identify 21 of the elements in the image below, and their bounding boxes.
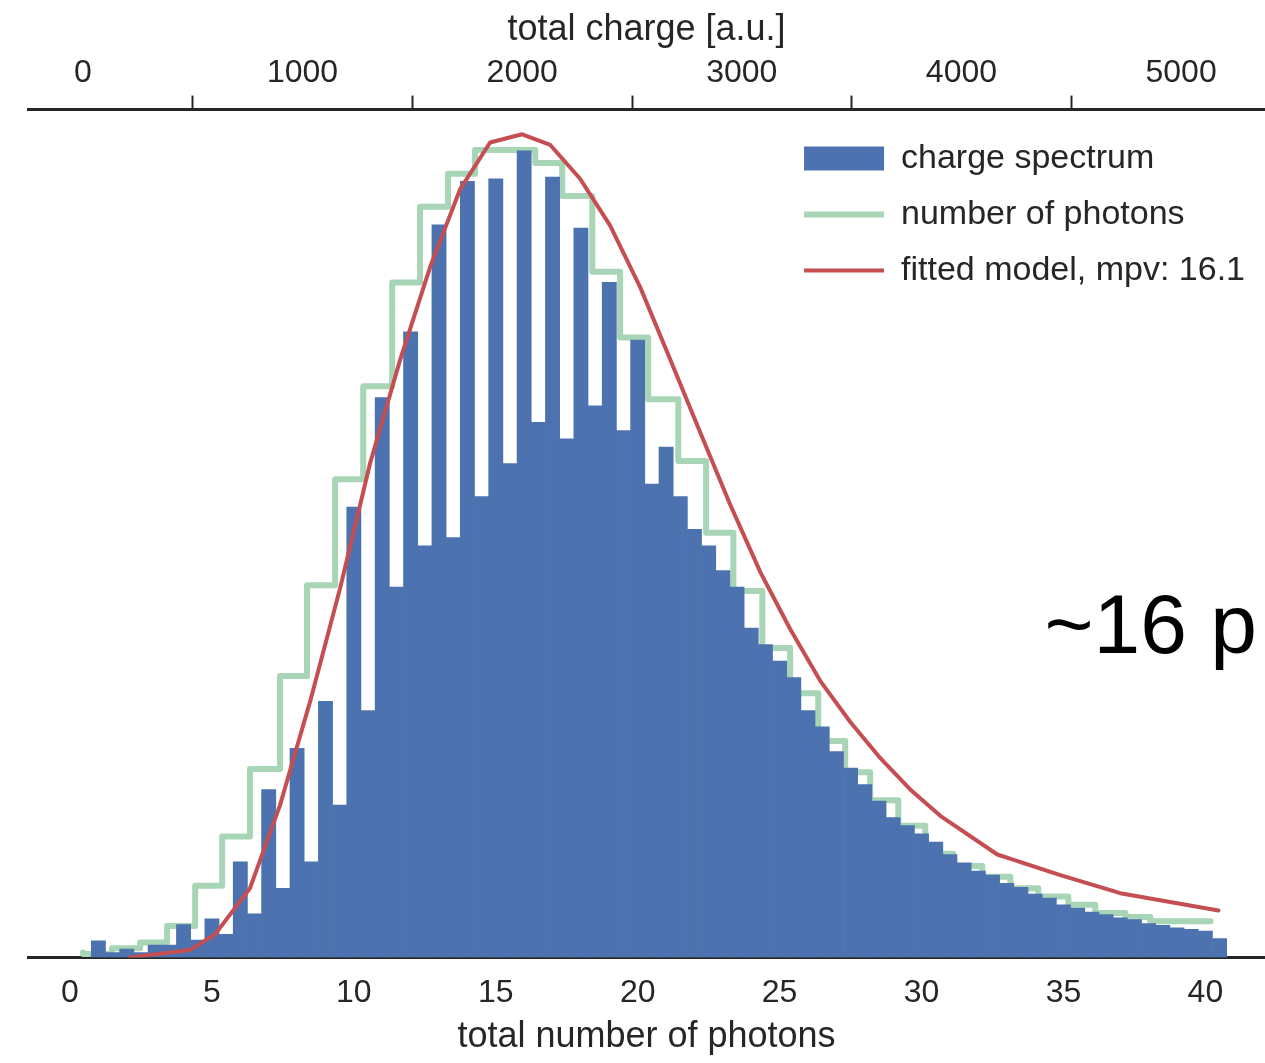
x2-tick-label: 5000 [1145,53,1217,90]
x2-tick-label: 0 [74,53,92,90]
x-tick-label: 20 [619,973,656,1010]
legend-label: number of photons [901,192,1185,231]
x-tick-label: 35 [1045,973,1082,1010]
legend-label: charge spectrum [901,136,1155,175]
x-tick-label: 15 [477,973,514,1010]
x2-tick-label: 2000 [486,53,558,90]
x2-axis-title: total charge [a.u.] [507,6,786,48]
x2-tick-label: 3000 [706,53,778,90]
x-tick-label: 5 [203,973,221,1010]
x-axis-title: total number of photons [457,1014,836,1056]
legend-label: fitted model, mpv: 16.1 [901,248,1245,287]
x-tick-label: 40 [1187,973,1224,1010]
x-tick-label: 25 [761,973,798,1010]
annotation: ~16 p [1044,576,1257,671]
x2-tick-label: 1000 [266,53,339,90]
x-tick-label: 0 [61,973,79,1010]
x-tick-label: 10 [336,973,372,1010]
x2-tick-label: 4000 [925,53,998,90]
x-tick-label: 30 [903,973,940,1010]
